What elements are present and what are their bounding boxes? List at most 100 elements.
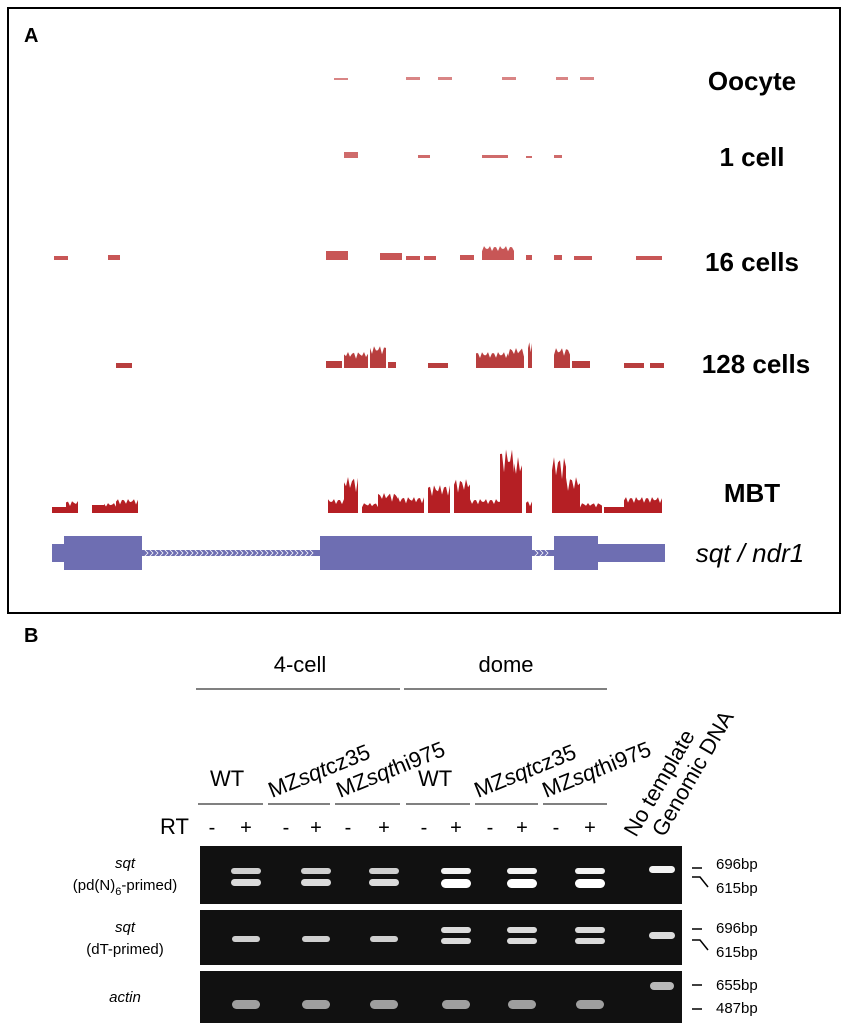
coverage-block bbox=[572, 361, 590, 368]
coverage-block bbox=[580, 77, 594, 80]
gene-exon-3 bbox=[554, 536, 598, 570]
marker-tick-615-1 bbox=[692, 876, 709, 888]
gel-primer-label-2: (dT-primed) bbox=[86, 941, 164, 958]
gel-label-sqt-1: sqt bbox=[115, 855, 136, 872]
coverage-block bbox=[604, 507, 624, 513]
intron-chevron bbox=[168, 548, 174, 558]
band-size-615-1: 615bp bbox=[716, 880, 758, 897]
coverage-peak bbox=[566, 477, 580, 513]
intron-chevron bbox=[533, 548, 539, 558]
band-615 bbox=[231, 879, 261, 886]
gel-label-sqt-2: sqt bbox=[115, 919, 136, 936]
coverage-block bbox=[650, 363, 664, 368]
coverage-block bbox=[380, 253, 402, 260]
band-487 bbox=[576, 1000, 604, 1009]
coverage-peak bbox=[116, 499, 138, 513]
band-487 bbox=[508, 1000, 536, 1009]
track-mbt-coverage bbox=[52, 449, 662, 513]
coverage-block bbox=[460, 255, 474, 260]
track-16-cells-coverage bbox=[54, 246, 662, 260]
band-genomic bbox=[649, 932, 675, 939]
coverage-block bbox=[388, 362, 396, 368]
band-696 bbox=[441, 868, 471, 874]
intron-chevron bbox=[308, 548, 314, 558]
track-128-cells-coverage bbox=[116, 342, 664, 368]
band-genomic bbox=[650, 982, 674, 990]
band-696 bbox=[575, 927, 605, 933]
intron-chevron bbox=[183, 548, 189, 558]
rt-plus-sign: + bbox=[310, 817, 322, 839]
coverage-block bbox=[482, 155, 508, 158]
rt-minus-sign: - bbox=[345, 817, 352, 839]
coverage-peak bbox=[552, 457, 566, 513]
band-615 bbox=[575, 938, 605, 944]
gel-actin bbox=[200, 971, 682, 1023]
band-size-696-2: 696bp bbox=[716, 920, 758, 937]
coverage-peak bbox=[344, 352, 368, 368]
coverage-block bbox=[556, 77, 568, 80]
track-label-1-cell: 1 cell bbox=[719, 142, 784, 172]
coverage-peak bbox=[328, 499, 344, 513]
coverage-block bbox=[116, 363, 132, 368]
panel-b-label: B bbox=[24, 625, 38, 647]
coverage-peak bbox=[554, 348, 570, 368]
coverage-peak bbox=[104, 503, 116, 513]
intron-chevron bbox=[233, 548, 239, 558]
coverage-block bbox=[526, 255, 532, 260]
rt-plus-sign: + bbox=[450, 817, 462, 839]
coverage-block bbox=[526, 156, 532, 158]
band-696 bbox=[507, 868, 537, 874]
coverage-peak bbox=[514, 457, 522, 513]
coverage-peak bbox=[398, 497, 424, 513]
lane-label-wt-4-cell: WT bbox=[210, 766, 244, 791]
band-615 bbox=[369, 879, 399, 886]
band-696 bbox=[369, 868, 399, 874]
lane-label-mzsqthi975-dome: MZsqthi975 bbox=[539, 736, 655, 802]
rt-signs: - + - + - + - + - + - + bbox=[209, 817, 596, 839]
band-size-615-2: 615bp bbox=[716, 944, 758, 961]
coverage-block bbox=[502, 77, 516, 80]
gene-exon-2 bbox=[320, 536, 532, 570]
intron-chevron bbox=[543, 548, 549, 558]
band-487 bbox=[442, 1000, 470, 1009]
intron-chevron bbox=[208, 548, 214, 558]
intron-chevrons bbox=[143, 548, 549, 558]
band-size-487: 487bp bbox=[716, 1000, 758, 1017]
band-615 bbox=[441, 879, 471, 888]
band-696 bbox=[507, 927, 537, 933]
track-label-oocyte: Oocyte bbox=[708, 66, 796, 96]
intron-chevron bbox=[273, 548, 279, 558]
rt-plus-sign: + bbox=[584, 817, 596, 839]
coverage-peak bbox=[528, 342, 532, 368]
coverage-peak bbox=[66, 501, 78, 513]
coverage-block bbox=[424, 256, 436, 260]
rt-plus-sign: + bbox=[378, 817, 390, 839]
gene-utr-left bbox=[52, 544, 64, 562]
group-label-dome: dome bbox=[478, 652, 533, 677]
intron-chevron bbox=[238, 548, 244, 558]
coverage-block bbox=[406, 77, 420, 80]
coverage-peak bbox=[370, 346, 386, 368]
rt-plus-sign: + bbox=[516, 817, 528, 839]
track-1-cell-coverage bbox=[344, 152, 562, 158]
coverage-peak bbox=[526, 501, 532, 513]
band-615 bbox=[302, 936, 330, 942]
intron-chevron bbox=[263, 548, 269, 558]
track-label-16-cells: 16 cells bbox=[705, 247, 799, 277]
gel-sqt-dt-primed bbox=[200, 910, 682, 965]
coverage-block bbox=[636, 256, 662, 260]
gene-label: sqt / ndr1 bbox=[696, 538, 804, 568]
intron-chevron bbox=[538, 548, 544, 558]
coverage-block bbox=[438, 77, 452, 80]
intron-chevron bbox=[203, 548, 209, 558]
band-696 bbox=[301, 868, 331, 874]
rt-plus-sign: + bbox=[240, 817, 252, 839]
intron-chevron bbox=[278, 548, 284, 558]
band-genomic bbox=[649, 866, 675, 873]
gel-label-actin: actin bbox=[109, 989, 141, 1006]
gel-sqt-random-primed bbox=[200, 846, 682, 904]
intron-chevron bbox=[298, 548, 304, 558]
coverage-peak bbox=[428, 485, 450, 513]
intron-chevron bbox=[303, 548, 309, 558]
